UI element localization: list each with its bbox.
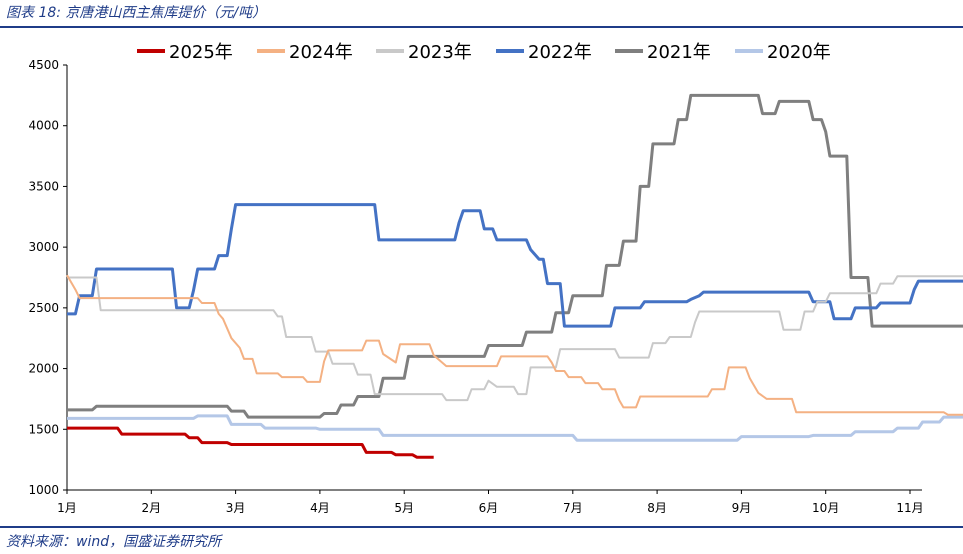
x-tick-label: 5月 — [394, 501, 414, 515]
chart-series-lines — [66, 93, 963, 459]
legend-label: 2023年 — [408, 42, 472, 63]
series-line-2024 — [66, 274, 963, 416]
chart-axes: 1000 1500 2000 2500 3000 3500 4000 4500 1月 2月 3月 4月… — [28, 58, 923, 515]
legend-label: 2020年 — [767, 42, 831, 63]
x-tick-label: 9月 — [732, 501, 752, 515]
x-tick-label: 8月 — [647, 501, 667, 515]
series-line-2022 — [67, 203, 963, 328]
series-line-2025 — [67, 426, 434, 459]
x-tick-label: 1月 — [57, 501, 77, 515]
y-tick-label: 4500 — [28, 58, 59, 72]
y-tick-label: 3000 — [28, 240, 59, 254]
legend-label: 2025年 — [169, 42, 233, 63]
x-tick-label: 10月 — [812, 501, 839, 515]
chart-legend: 2025年 2024年 2023年 2022年 2021年 2020年 — [137, 42, 831, 63]
legend-label: 2021年 — [647, 42, 711, 63]
y-tick-label: 3500 — [28, 179, 59, 193]
x-tick-label: 11月 — [896, 501, 923, 515]
x-tick-label: 3月 — [226, 501, 246, 515]
y-tick-label: 1500 — [28, 422, 59, 436]
figure-title: 图表 18: 京唐港山西主焦库提价（元/吨） — [6, 5, 267, 21]
source-note: 资料来源：wind，国盛证券研究所 — [6, 534, 222, 550]
x-tick-label: 7月 — [563, 501, 583, 515]
series-line-2020 — [67, 414, 963, 442]
x-tick-label: 2月 — [141, 501, 161, 515]
y-tick-label: 1000 — [28, 483, 59, 497]
x-tick-label: 6月 — [479, 501, 499, 515]
series-line-2021 — [67, 93, 963, 419]
x-tick-label: 4月 — [310, 501, 330, 515]
legend-label: 2022年 — [528, 42, 592, 63]
y-tick-label: 2000 — [28, 362, 59, 376]
top-rule — [0, 26, 963, 28]
y-tick-label: 2500 — [28, 301, 59, 315]
bottom-rule — [0, 526, 963, 528]
y-tick-label: 4000 — [28, 119, 59, 133]
series-line-2023 — [67, 275, 963, 402]
legend-label: 2024年 — [289, 42, 353, 63]
